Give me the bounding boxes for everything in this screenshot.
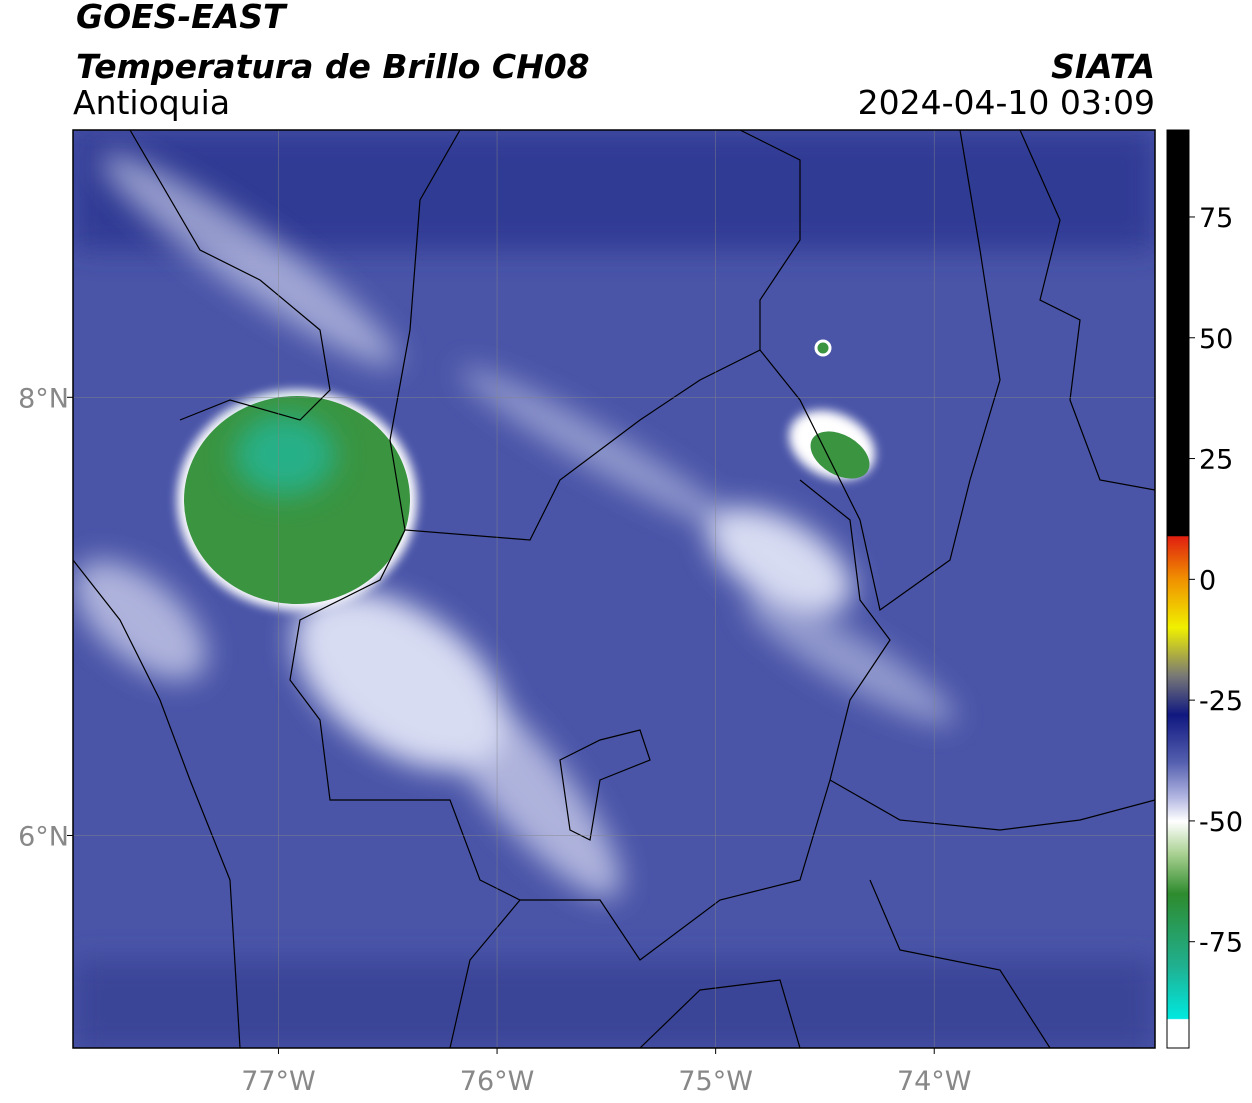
colorbar-tick-label: -75 <box>1199 928 1243 959</box>
colorbar-tick-label: 75 <box>1199 203 1233 234</box>
colorbar-tick-label: 50 <box>1199 324 1233 355</box>
colorbar-tick-label: -50 <box>1199 807 1243 838</box>
y-tick-label: 8°N <box>18 383 69 414</box>
x-tick-label: 77°W <box>241 1066 316 1097</box>
product-title: Temperatura de Brillo CH08 <box>76 47 590 86</box>
satellite-title: GOES-EAST <box>76 0 288 36</box>
x-tick-label: 76°W <box>460 1066 535 1097</box>
datetime-label: 2024-04-10 03:09 <box>858 83 1155 122</box>
map-frame <box>72 129 1156 1049</box>
x-tick-label: 74°W <box>897 1066 972 1097</box>
map-image <box>73 130 1155 1048</box>
colorbar <box>1166 129 1190 1049</box>
x-tick-label: 75°W <box>678 1066 753 1097</box>
colorbar-tick-label: -25 <box>1199 686 1243 717</box>
y-tick-label: 6°N <box>18 821 69 852</box>
agency-label: SIATA <box>1051 47 1155 86</box>
region-label: Antioquia <box>73 83 230 122</box>
colorbar-tick-label: 25 <box>1199 445 1233 476</box>
grid <box>73 130 1155 1048</box>
colorbar-tick-label: 0 <box>1199 565 1216 596</box>
